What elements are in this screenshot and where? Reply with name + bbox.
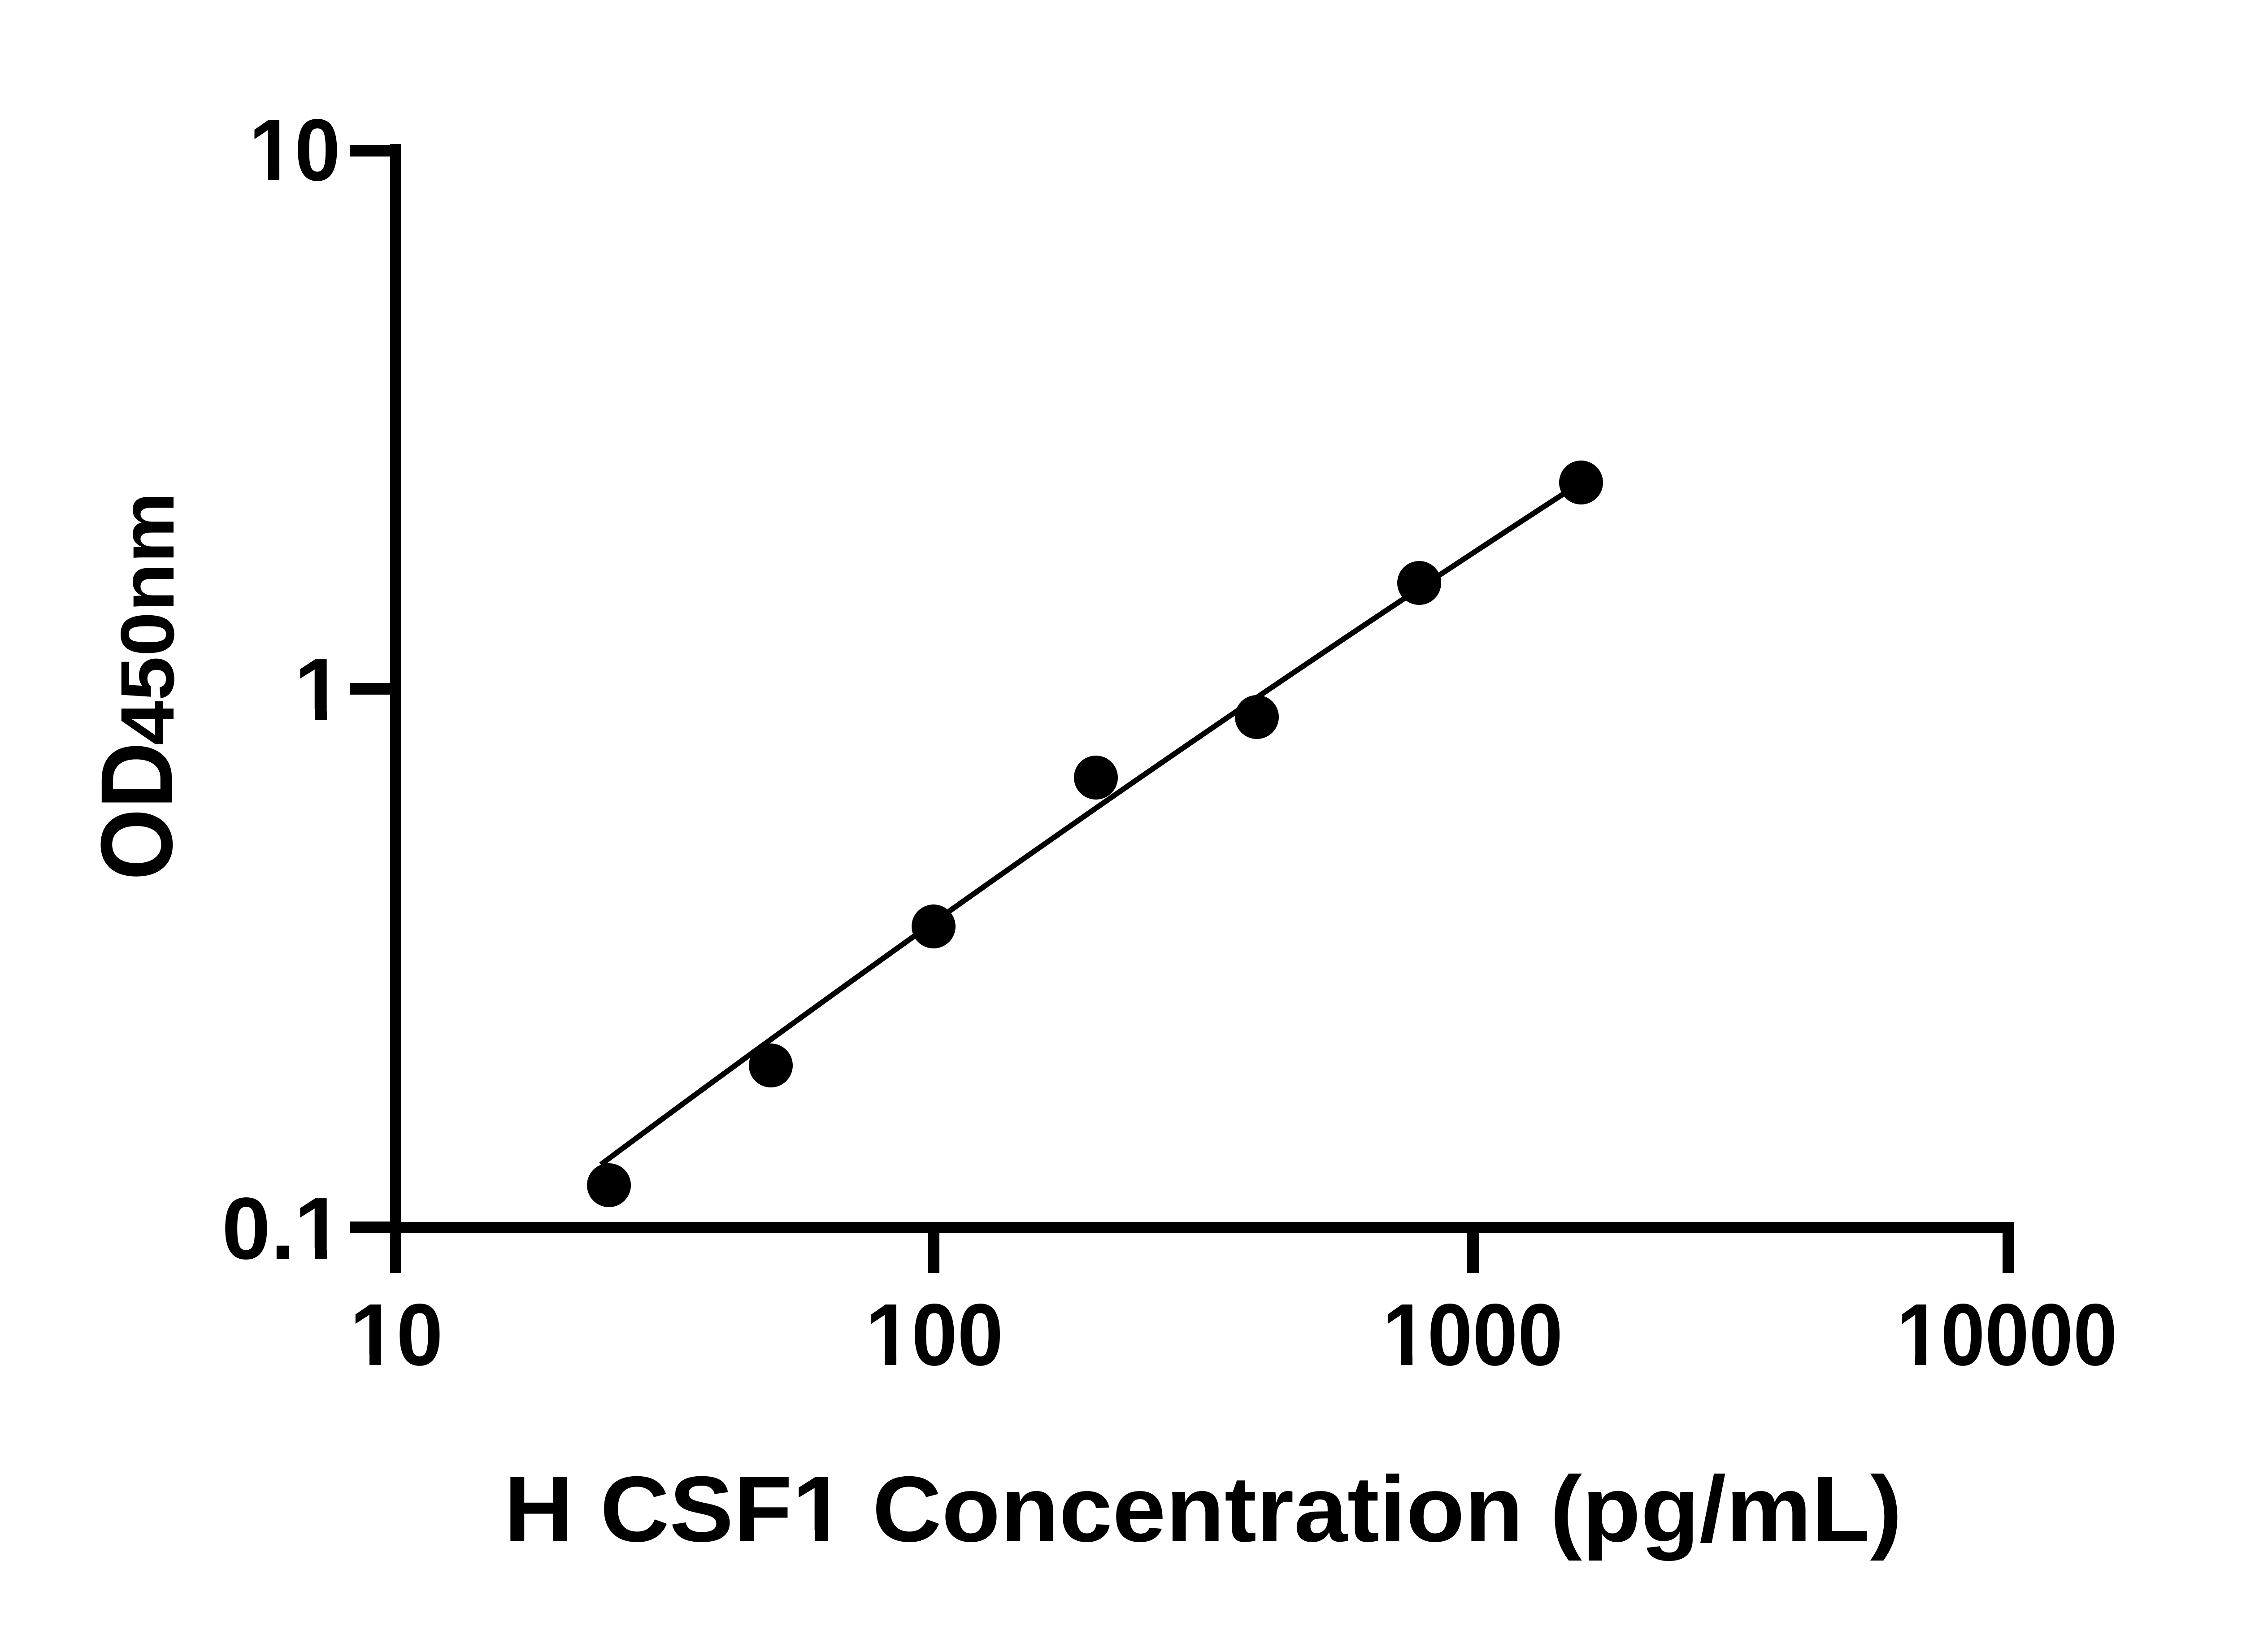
- svg-text:OD: OD: [80, 742, 194, 880]
- svg-text:10000: 10000: [1897, 1286, 2117, 1384]
- svg-text:1: 1: [294, 1179, 343, 1278]
- svg-text:1: 1: [294, 640, 343, 739]
- svg-text:100: 100: [866, 1286, 1004, 1384]
- svg-text:10: 10: [249, 101, 340, 199]
- svg-text:1000: 1000: [1382, 1286, 1563, 1384]
- svg-text:450nm: 450nm: [105, 492, 190, 745]
- svg-text:10: 10: [350, 1286, 443, 1384]
- svg-text:0.: 0.: [222, 1179, 295, 1278]
- svg-text:H CSF1 Concentration (pg/mL): H CSF1 Concentration (pg/mL): [504, 1457, 1902, 1561]
